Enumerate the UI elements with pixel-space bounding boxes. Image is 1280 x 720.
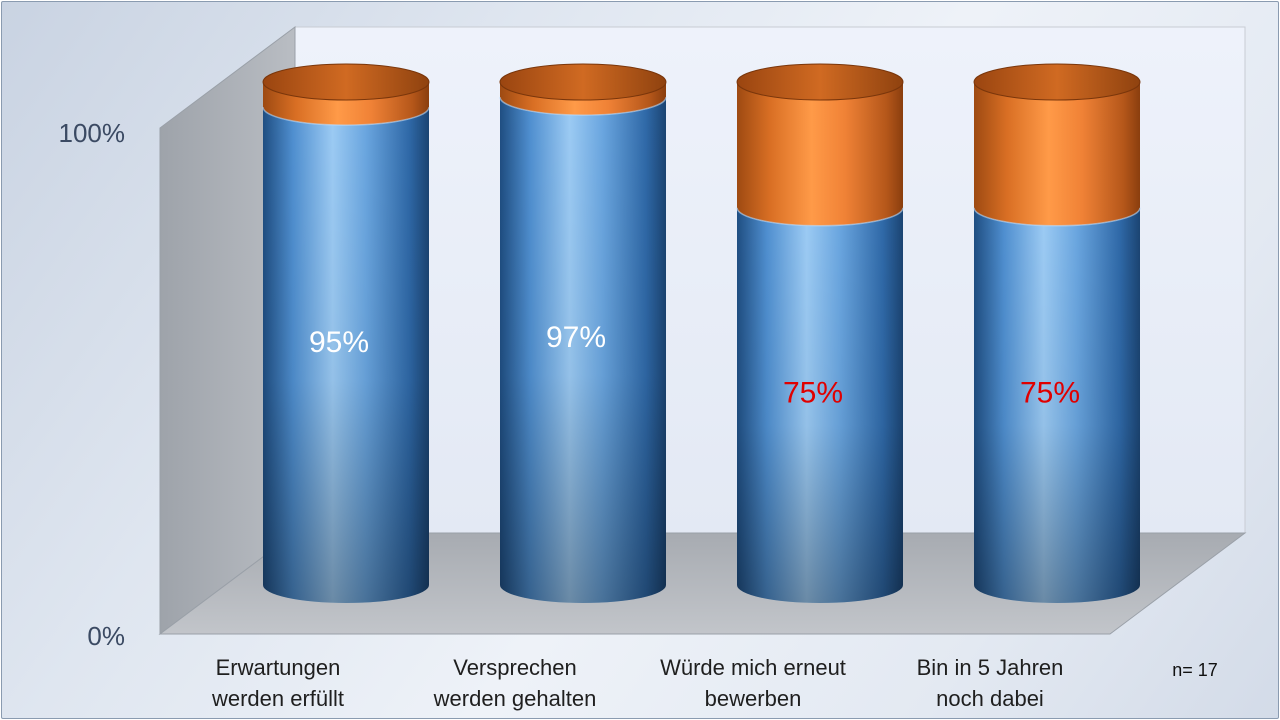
category-label-line: bewerben — [705, 686, 802, 711]
bar-segment-blue-shade — [500, 97, 666, 603]
bar-seam — [973, 207, 1141, 227]
bars-group: 95% 97% 75% 75% — [262, 63, 1141, 604]
category-label-line: Bin in 5 Jahren — [917, 655, 1064, 680]
category-label: Erwartungen werden erfüllt — [211, 655, 344, 711]
bar-segment-orange — [500, 82, 666, 116]
category-label-line: Versprechen — [453, 655, 577, 680]
ytick-100: 100% — [59, 118, 126, 148]
bar-top-cap — [262, 63, 430, 101]
category-labels: Erwartungen werden erfüllt Versprechen werd… — [211, 655, 1063, 711]
bar-segment-orange — [737, 82, 903, 226]
category-label: Bin in 5 Jahren noch dabei — [917, 655, 1064, 711]
data-label: 75% — [1020, 376, 1080, 409]
category-label-line: werden gehalten — [433, 686, 597, 711]
ytick-0: 0% — [87, 621, 125, 651]
bar-top-cap — [973, 63, 1141, 101]
bar-seam — [499, 96, 667, 116]
bar-seam — [262, 107, 430, 126]
category-label-line: werden erfüllt — [211, 686, 344, 711]
bar-seam — [736, 207, 904, 227]
bar-segment-blue-shade — [974, 207, 1140, 603]
category-label: Versprechen werden gehalten — [433, 655, 597, 711]
bar-top-cap — [736, 63, 904, 101]
category-label-line: Erwartungen — [216, 655, 341, 680]
sample-size-note: n= 17 — [1172, 660, 1218, 680]
bar-segment-blue-shade — [263, 107, 429, 604]
category-label-line: Würde mich erneut — [660, 655, 846, 680]
bar-segment-orange — [263, 82, 429, 126]
bar-top-cap — [499, 63, 667, 101]
category-label-line: noch dabei — [936, 686, 1044, 711]
bar-segment-orange — [974, 82, 1140, 226]
bar-segment-blue-shade — [737, 207, 903, 603]
data-label: 97% — [546, 321, 606, 354]
chart-floor — [158, 532, 1247, 635]
data-label: 95% — [309, 326, 369, 359]
category-label: Würde mich erneut bewerben — [660, 655, 846, 711]
data-label: 75% — [783, 376, 843, 409]
